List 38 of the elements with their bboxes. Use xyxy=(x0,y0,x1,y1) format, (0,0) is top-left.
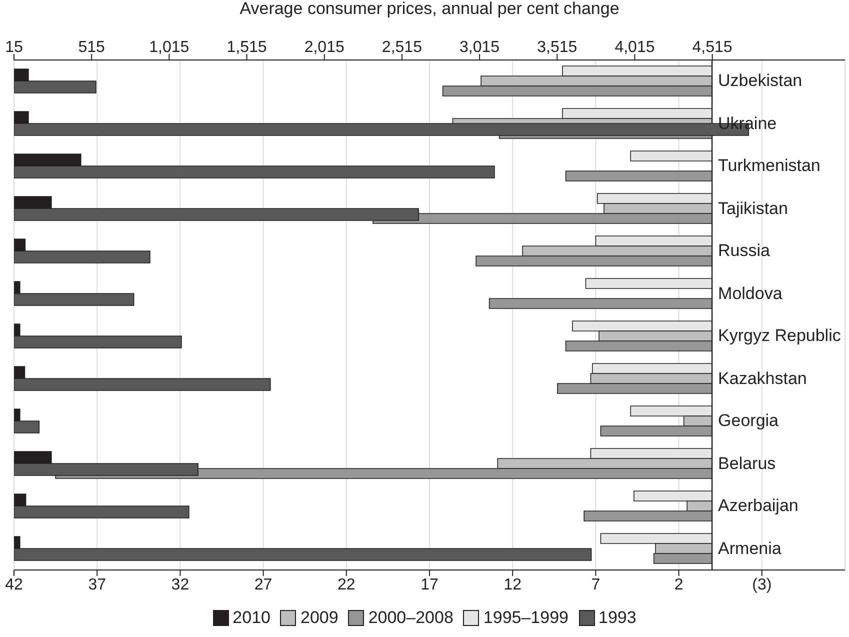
legend-label: 2010 xyxy=(232,608,270,628)
y-tick-label: Moldova xyxy=(718,282,782,305)
x2-tick-label: 2,015 xyxy=(304,39,344,56)
y-tick-label: Kazakhstan xyxy=(718,368,807,390)
y-tick-label: Georgia xyxy=(718,410,779,432)
x-tick-label: 12 xyxy=(504,576,522,594)
legend-label: 1995–1999 xyxy=(482,608,568,628)
x-tick-label: 32 xyxy=(171,576,190,594)
y-tick-label: Armenia xyxy=(718,538,782,560)
y-tick-label: Russia xyxy=(718,240,770,262)
legend-label: 2009 xyxy=(299,608,338,628)
x-tick-label: 7 xyxy=(591,576,600,594)
legend-label: 2000–2008 xyxy=(367,608,454,628)
x-tick-label: 17 xyxy=(420,576,438,594)
y-tick-label: Kyrgyz Republic xyxy=(718,325,841,348)
y-tick-label: Azerbaijan xyxy=(718,495,798,518)
x-tick-label: 42 xyxy=(5,576,23,594)
x2-tick-label: 4,015 xyxy=(614,39,655,56)
x2-tick-label: 515 xyxy=(78,39,106,56)
x2-tick-label: 3,515 xyxy=(537,39,578,56)
y-tick-label: Turkmenistan xyxy=(718,155,820,178)
x2-tick-label: 2,515 xyxy=(382,39,422,56)
x-tick-label: 27 xyxy=(254,576,272,594)
legend-label: 1993 xyxy=(598,608,636,628)
x-tick-label: 37 xyxy=(88,576,106,594)
x2-tick-label: 1,015 xyxy=(149,39,190,56)
x2-tick-label: 15 xyxy=(5,39,23,56)
x2-tick-label: 4,515 xyxy=(692,39,732,56)
x-tick-label: 22 xyxy=(338,576,356,594)
x2-tick-label: 1,515 xyxy=(226,39,267,56)
x-tick-label: (3) xyxy=(752,576,772,594)
x2-axis-title: Average consumer prices, annual per cent change xyxy=(240,0,620,18)
y-tick-label: Belarus xyxy=(718,452,776,475)
y-tick-label: Tajikistan xyxy=(718,198,788,220)
x-tick-label: 2 xyxy=(674,576,684,594)
x2-tick-label: 3,015 xyxy=(460,39,500,56)
y-tick-label: Ukraine xyxy=(718,112,777,135)
y-tick-label: Uzbekistan xyxy=(718,70,802,92)
